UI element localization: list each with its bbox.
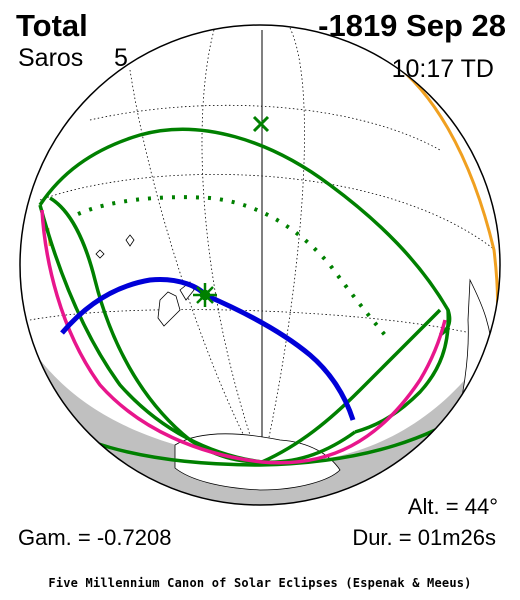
rise-set-curves [40, 209, 447, 465]
greatest-eclipse-time: 10:17 TD [391, 55, 494, 83]
northern-limit-dotted [77, 195, 387, 337]
central-duration: Dur. = 01m26s [352, 525, 496, 550]
eclipse-date-title: -1819 Sep 28 [318, 8, 506, 43]
saros-number: 5 [114, 44, 128, 72]
saros-label: Saros [18, 44, 84, 72]
landmass-island-small-2 [95, 249, 105, 259]
gamma-value: Gam. = -0.7208 [18, 525, 172, 550]
landmass-new-zealand [157, 291, 181, 327]
eclipse-type-title: Total [16, 8, 88, 43]
landmass-island-small [125, 234, 135, 247]
globe-outline [19, 24, 501, 506]
subsolar-x-marker [252, 115, 270, 133]
sun-altitude: Alt. = 44° [407, 494, 498, 519]
greatest-eclipse-star-marker [193, 283, 217, 307]
credit-line: Five Millennium Canon of Solar Eclipses … [48, 576, 472, 590]
